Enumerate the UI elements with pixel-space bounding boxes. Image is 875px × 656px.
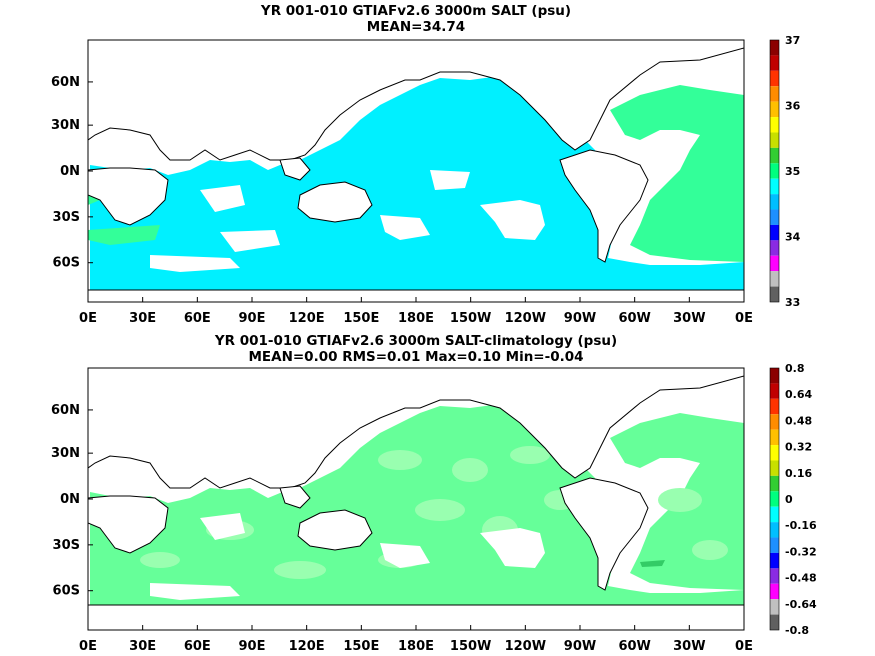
panel1-lon-label: 0E	[79, 311, 97, 326]
panel1-colorbar-swatch	[770, 255, 779, 272]
panel2-colorbar-label: 0.8	[785, 362, 805, 375]
atlantic-salinity-field	[610, 85, 744, 262]
panel1-colorbar-swatch	[770, 271, 779, 287]
panel2-lat-label: 60S	[53, 584, 80, 599]
panel1-lon-label: 0E	[735, 311, 753, 326]
panel2-colorbar-label: 0.16	[785, 467, 812, 480]
panel1-colorbar-label: 36	[785, 100, 801, 113]
panel2-colorbar-label: -0.48	[785, 572, 817, 585]
panel2-lon-label: 30E	[129, 639, 156, 654]
panel1-lat-label: 60S	[53, 256, 80, 271]
panel2-colorbar-swatch	[770, 383, 779, 399]
panel2-map	[87, 367, 745, 631]
panel1-colorbar-swatch	[770, 286, 779, 302]
panel1-colorbar-swatch	[770, 163, 779, 179]
panel1-title-line2: MEAN=34.74	[366, 19, 466, 35]
panel2-colorbar-swatch	[770, 429, 779, 446]
panel2-lon-label: 120W	[505, 639, 546, 654]
panel1-lat-label: 30N	[51, 118, 80, 133]
panel2-lon-label: 30W	[673, 639, 705, 654]
panel1-lon-label: 60E	[184, 311, 211, 326]
panel2-colorbar-label: -0.16	[785, 519, 817, 532]
panel2-colorbar-swatch	[770, 445, 779, 461]
panel2-lat-label: 30S	[53, 538, 80, 553]
panel1-colorbar-swatch	[770, 209, 779, 225]
panel1-colorbar-swatch	[770, 40, 779, 56]
panel2-colorbar-swatch	[770, 522, 779, 538]
panel2-title-line1: YR 001-010 GTIAFv2.6 3000m SALT-climatol…	[214, 333, 618, 349]
panel2-colorbar-swatch	[770, 368, 779, 384]
panel1-colorbar-swatch	[770, 70, 779, 87]
panel1-colorbar-swatch	[770, 178, 779, 195]
panel2-colorbar-swatch	[770, 552, 779, 569]
panel1-lat-label: 60N	[51, 75, 80, 90]
panel1-lon-label: 150W	[450, 311, 491, 326]
panel1-lon-label: 90W	[564, 311, 596, 326]
panel2-colorbar-swatch	[770, 583, 779, 600]
panel1-colorbar-swatch	[770, 101, 779, 118]
panel1-map	[87, 39, 745, 303]
panel2-colorbar-swatch	[770, 599, 779, 615]
panel1-colorbar-swatch	[770, 224, 779, 241]
panel2-lon-label: 0E	[735, 639, 753, 654]
panel1-colorbar-label: 34	[785, 231, 801, 244]
panel1-colorbar-label: 35	[785, 165, 800, 178]
panel2-lon-label: 90W	[564, 639, 596, 654]
panel1-lon-label: 90E	[239, 311, 266, 326]
panel1-colorbar-swatch	[770, 117, 779, 133]
panel2-colorbar-swatch	[770, 506, 779, 523]
land-outline-2	[88, 368, 744, 630]
panel1-colorbar-swatch	[770, 147, 779, 164]
panel1-lon-label: 180E	[398, 311, 434, 326]
panel2-lon-label: 180E	[398, 639, 434, 654]
panel2-colorbar-swatch	[770, 414, 779, 430]
panel2-lon-label: 150W	[450, 639, 491, 654]
panel2-colorbar-label: 0.32	[785, 441, 812, 454]
panel1-colorbar-swatch	[770, 86, 779, 102]
panel1-lon-label: 120W	[505, 311, 546, 326]
panel2-lon-label: 60E	[184, 639, 211, 654]
panel1-lat-label: 0N	[60, 164, 80, 179]
panel2-colorbar-swatch	[770, 460, 779, 476]
panel2-colorbar-label: 0	[785, 493, 793, 506]
panel2-lon-label: 60W	[618, 639, 650, 654]
panel2-lat-label: 60N	[51, 403, 80, 418]
panel1-colorbar-swatch	[770, 240, 779, 256]
panel2-lon-label: 90E	[239, 639, 266, 654]
panel2-colorbar-swatch	[770, 568, 779, 584]
panel1-colorbar-label: 33	[785, 296, 800, 309]
panel1-colorbar-label: 37	[785, 34, 800, 47]
panel2-lat-label: 0N	[60, 492, 80, 507]
panel1-lon-label: 30E	[129, 311, 156, 326]
panel2-lat-label: 30N	[51, 446, 80, 461]
panel1-title-line1: YR 001-010 GTIAFv2.6 3000m SALT (psu)	[260, 3, 572, 19]
panel2-colorbar-label: 0.48	[785, 414, 812, 427]
panel1-colorbar-swatch	[770, 55, 779, 71]
panel2-colorbar-label: -0.8	[785, 624, 809, 637]
panel2-colorbar-swatch	[770, 537, 779, 553]
panel2-colorbar-swatch	[770, 614, 779, 630]
panel2-title-line2: MEAN=0.00 RMS=0.01 Max=0.10 Min=-0.04	[248, 349, 584, 365]
panel2-colorbar-swatch	[770, 475, 779, 492]
panel1-lon-label: 60W	[618, 311, 650, 326]
panel2-colorbar-label: -0.32	[785, 545, 817, 558]
panel1-lon-label: 30W	[673, 311, 705, 326]
panel2-colorbar-swatch	[770, 398, 779, 415]
panel2-lon-label: 150E	[343, 639, 379, 654]
panel1-colorbar-swatch	[770, 132, 779, 148]
panel1-lat-label: 30S	[53, 210, 80, 225]
panel2-colorbar-label: -0.64	[785, 598, 817, 611]
panel1-lon-label: 150E	[343, 311, 379, 326]
panel1-colorbar-swatch	[770, 194, 779, 210]
panel2-colorbar-label: 0.64	[785, 388, 812, 401]
panel2-colorbar-swatch	[770, 491, 779, 507]
panel2-lon-label: 0E	[79, 639, 97, 654]
panel2-lon-label: 120E	[289, 639, 325, 654]
panel1-lon-label: 120E	[289, 311, 325, 326]
